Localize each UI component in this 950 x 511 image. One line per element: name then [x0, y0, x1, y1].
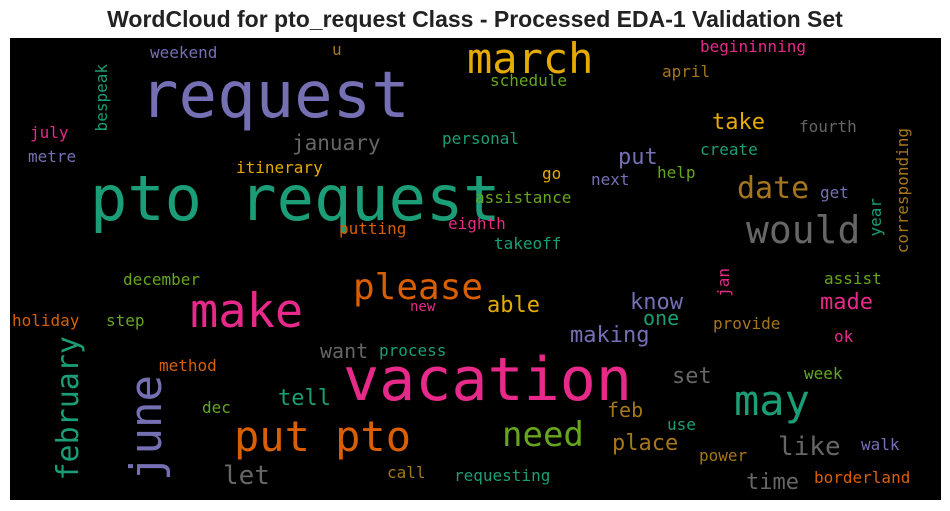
word-made: made [820, 290, 873, 315]
word-bespeak: bespeak [92, 64, 111, 132]
word-holiday: holiday [12, 311, 80, 330]
word-ok: ok [834, 327, 854, 346]
word-date: date [737, 171, 810, 206]
word-jan: jan [714, 268, 733, 297]
word-new: new [410, 299, 436, 315]
word-one: one [643, 306, 680, 330]
word-year: year [866, 198, 885, 237]
word-personal: personal [442, 129, 520, 148]
word-march: march [467, 38, 594, 83]
word-put-pto: put pto [234, 412, 412, 461]
word-would: would [746, 208, 861, 252]
word-corresponding: corresponding [893, 128, 912, 254]
word-february: february [51, 336, 86, 481]
word-dec: dec [202, 398, 231, 417]
word-assist: assist [824, 269, 882, 288]
word-feb: feb [607, 398, 644, 422]
word-borderland: borderland [814, 468, 911, 487]
chart-title: WordCloud for pto_request Class - Proces… [107, 6, 843, 32]
word-making: making [570, 323, 650, 348]
word-tell: tell [278, 386, 331, 411]
word-step: step [106, 311, 145, 330]
word-put: put [618, 145, 658, 170]
word-december: december [123, 270, 201, 289]
word-itinerary: itinerary [236, 158, 323, 177]
word-power: power [699, 446, 748, 465]
word-set: set [672, 364, 712, 389]
word-request: request [140, 59, 410, 133]
word-call: call [387, 463, 426, 482]
word-take: take [712, 110, 765, 135]
word-weekend: weekend [150, 43, 218, 62]
word-week: week [804, 364, 843, 383]
word-let: let [223, 461, 270, 491]
word-get: get [820, 183, 849, 202]
word-cloud: request pto request vacation march make … [10, 38, 941, 500]
word-june: june [121, 375, 172, 481]
word-putting: putting [339, 219, 407, 238]
word-please: please [353, 267, 484, 308]
word-schedule: schedule [490, 71, 568, 90]
word-want: want [320, 339, 369, 363]
word-use: use [667, 415, 696, 434]
word-able: able [487, 293, 540, 318]
word-make: make [190, 284, 304, 339]
word-pto-request: pto request [90, 162, 501, 235]
word-u: u [332, 40, 342, 59]
word-metre: metre [28, 147, 77, 166]
word-provide: provide [713, 314, 781, 333]
word-eighth: eighth [448, 214, 506, 233]
word-january: january [292, 131, 381, 155]
word-takeoff: takeoff [494, 234, 562, 253]
word-next: next [591, 170, 630, 189]
word-process: process [379, 341, 447, 360]
word-walk: walk [861, 435, 900, 454]
word-requesting: requesting [454, 466, 551, 485]
word-know: know [630, 290, 683, 315]
word-vacation: vacation [343, 345, 632, 415]
word-time: time [746, 470, 799, 495]
word-help: help [657, 163, 696, 182]
word-fourth: fourth [799, 117, 857, 136]
word-begininning: begininning [700, 38, 806, 56]
word-create: create [700, 140, 758, 159]
word-go: go [542, 164, 562, 183]
word-may: may [734, 376, 810, 425]
word-place: place [612, 431, 679, 456]
word-july: july [30, 123, 69, 142]
word-like: like [778, 432, 841, 462]
word-need: need [502, 415, 584, 455]
word-method: method [159, 356, 217, 375]
word-april: april [662, 62, 711, 81]
word-assistance: assistance [475, 188, 572, 207]
